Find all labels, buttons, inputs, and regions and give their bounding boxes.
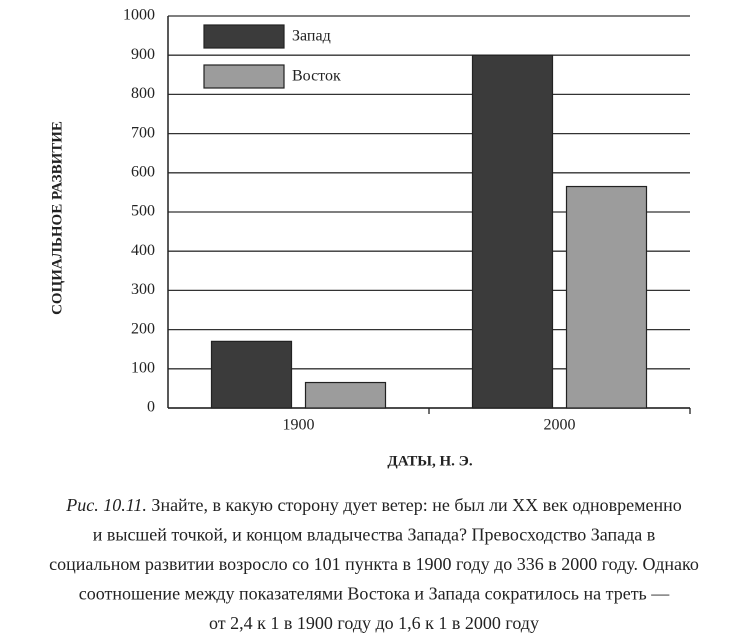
caption-line: и высшей точкой, и концом владычества За… bbox=[93, 525, 656, 545]
y-tick-label: 400 bbox=[131, 242, 155, 259]
caption-text: Знайте, в какую сторону дует ветер: не б… bbox=[147, 495, 682, 515]
caption-line: соотношение между показателями Востока и… bbox=[79, 584, 671, 604]
y-axis-title: СОЦИАЛЬНОЕ РАЗВИТИЕ bbox=[49, 121, 65, 315]
y-tick-label: 0 bbox=[147, 399, 155, 416]
legend-label: Запад bbox=[292, 28, 331, 45]
bar bbox=[471, 54, 554, 409]
bar bbox=[565, 185, 648, 409]
caption-line: Рис. 10.11. Знайте, в какую сторону дует… bbox=[65, 495, 681, 515]
y-tick-label: 900 bbox=[131, 46, 155, 63]
legend-swatch bbox=[203, 24, 285, 49]
y-tick-label: 600 bbox=[131, 163, 155, 180]
legend-swatch bbox=[203, 64, 285, 89]
bar bbox=[304, 381, 387, 409]
bar bbox=[210, 340, 293, 409]
caption-line: от 2,4 к 1 в 1900 году до 1,6 к 1 в 2000… bbox=[209, 613, 539, 633]
y-tick-label: 300 bbox=[131, 281, 155, 298]
caption-line: социальном развитии возросло со 101 пунк… bbox=[49, 554, 699, 574]
y-tick-label: 700 bbox=[131, 124, 155, 141]
y-tick-label: 500 bbox=[131, 203, 155, 220]
y-tick-label: 200 bbox=[131, 320, 155, 337]
y-tick-label: 800 bbox=[131, 85, 155, 102]
y-tick-label: 100 bbox=[131, 359, 155, 376]
caption-label: Рис. 10.11. bbox=[65, 495, 147, 515]
x-tick-label: 2000 bbox=[544, 417, 576, 434]
y-tick-label: 1000 bbox=[123, 7, 155, 24]
legend-label: Восток bbox=[292, 68, 341, 85]
x-axis-title: ДАТЫ, Н. Э. bbox=[387, 453, 472, 469]
x-tick-label: 1900 bbox=[283, 417, 315, 434]
